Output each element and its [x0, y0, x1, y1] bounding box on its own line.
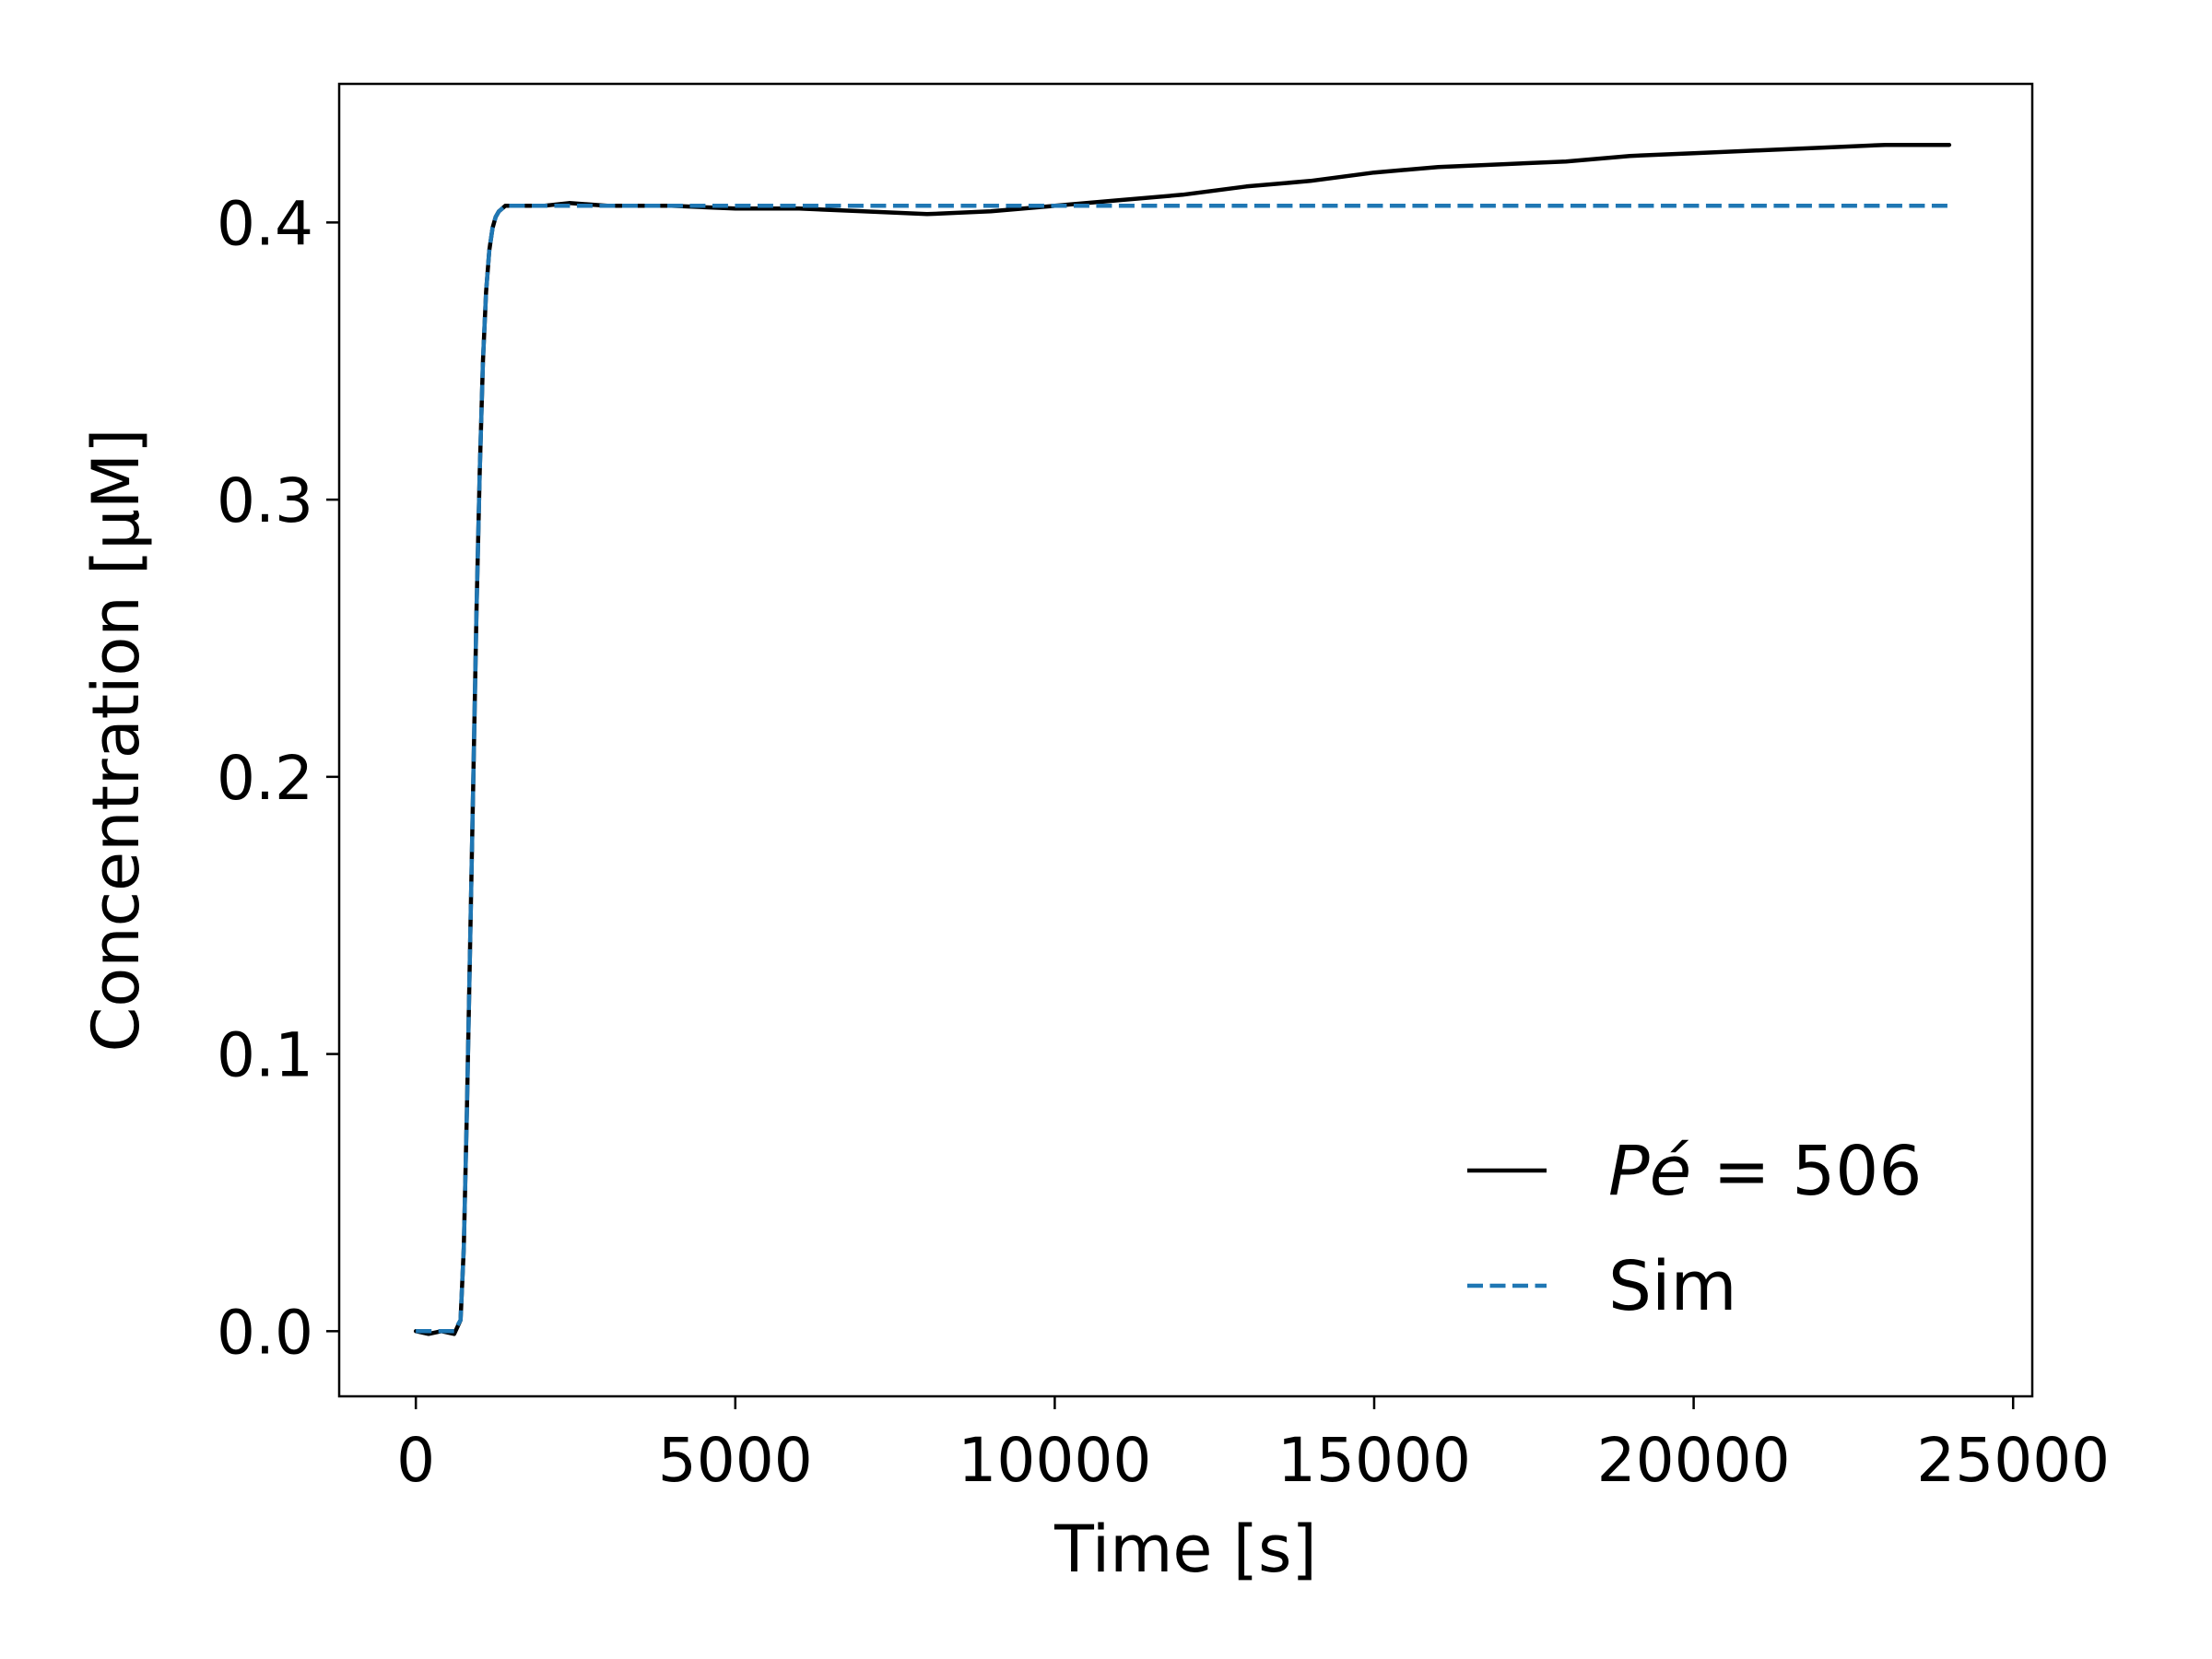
x-tick-label: 10000 [958, 1425, 1151, 1496]
plot-area [413, 142, 1952, 1336]
x-tick-label: 20000 [1597, 1425, 1791, 1496]
legend-label-sim: Sim [1608, 1247, 1737, 1326]
y-tick-label: 0.1 [217, 1020, 313, 1091]
y-tick-label: 0.0 [217, 1297, 313, 1368]
y-tick-label: 0.4 [217, 188, 313, 259]
legend-label-value: = 506 [1691, 1132, 1922, 1211]
legend-label-experiment: Pé = 506 [1608, 1132, 1922, 1211]
sim-series-line [416, 204, 1949, 1334]
x-tick-label: 15000 [1277, 1425, 1471, 1496]
y-tick-label: 0.3 [217, 465, 313, 536]
legend-label-symbol: Pé [1608, 1132, 1691, 1211]
x-tick-label: 5000 [658, 1425, 813, 1496]
x-tick-label: 25000 [1916, 1425, 2110, 1496]
x-axis: 0 5000 10000 15000 20000 25000 [396, 1396, 2110, 1496]
axes-frame [337, 82, 2034, 1398]
y-axis-label: Concentration [μM] [78, 429, 154, 1053]
y-tick-label: 0.2 [217, 743, 313, 814]
y-axis: 0.0 0.1 0.2 0.3 0.4 [217, 188, 339, 1368]
x-axis-label: Time [s] [1053, 1512, 1317, 1587]
x-tick-label: 0 [396, 1425, 435, 1496]
legend: Pé = 506 Sim [1467, 1132, 1922, 1326]
